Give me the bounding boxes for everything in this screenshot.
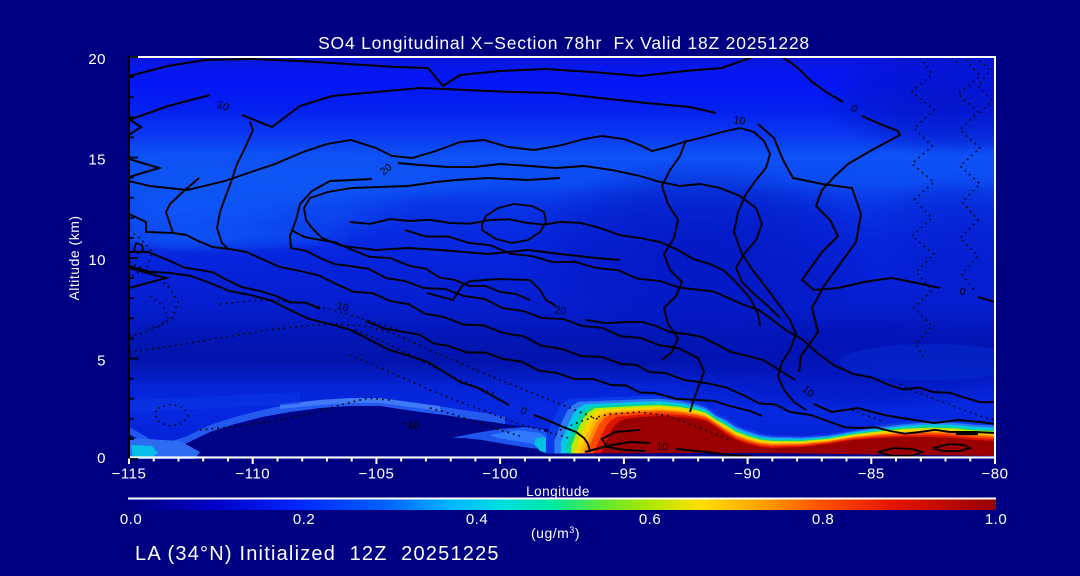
- svg-text:0: 0: [959, 286, 967, 299]
- svg-text:−85: −85: [858, 466, 885, 483]
- svg-text:0.2: 0.2: [293, 511, 315, 528]
- svg-text:10: 10: [656, 441, 669, 454]
- svg-text:20: 20: [88, 51, 106, 68]
- svg-text:0.0: 0.0: [120, 511, 142, 528]
- svg-text:Altitude (km): Altitude (km): [66, 215, 82, 300]
- svg-text:−80: −80: [982, 466, 1009, 483]
- svg-text:(ug/m3): (ug/m3): [531, 525, 580, 541]
- svg-text:10: 10: [336, 300, 351, 315]
- svg-text:15: 15: [88, 152, 106, 169]
- svg-text:0.8: 0.8: [812, 511, 834, 528]
- svg-text:10: 10: [215, 99, 230, 114]
- svg-text:0.4: 0.4: [466, 511, 488, 528]
- svg-text:SO4 Longitudinal X−Section 78h: SO4 Longitudinal X−Section 78hr Fx Valid…: [318, 33, 810, 53]
- svg-text:1.0: 1.0: [985, 511, 1007, 528]
- svg-text:0.6: 0.6: [639, 511, 661, 528]
- svg-text:10: 10: [88, 252, 106, 269]
- svg-text:−115: −115: [112, 466, 147, 483]
- svg-text:−95: −95: [610, 466, 637, 483]
- svg-text:LA (34°N) Initialized 12Z 20: LA (34°N) Initialized 12Z 20251225: [135, 543, 500, 565]
- svg-text:0: 0: [518, 405, 529, 418]
- svg-text:20: 20: [554, 304, 567, 318]
- svg-text:10: 10: [733, 114, 746, 128]
- svg-text:−100: −100: [482, 466, 518, 483]
- svg-text:−110: −110: [235, 466, 270, 483]
- svg-text:−105: −105: [359, 466, 395, 483]
- svg-text:5: 5: [97, 353, 106, 370]
- svg-text:0: 0: [97, 450, 106, 467]
- svg-text:Longitude: Longitude: [526, 484, 590, 499]
- svg-text:−10: −10: [401, 418, 420, 432]
- svg-text:−90: −90: [734, 466, 761, 483]
